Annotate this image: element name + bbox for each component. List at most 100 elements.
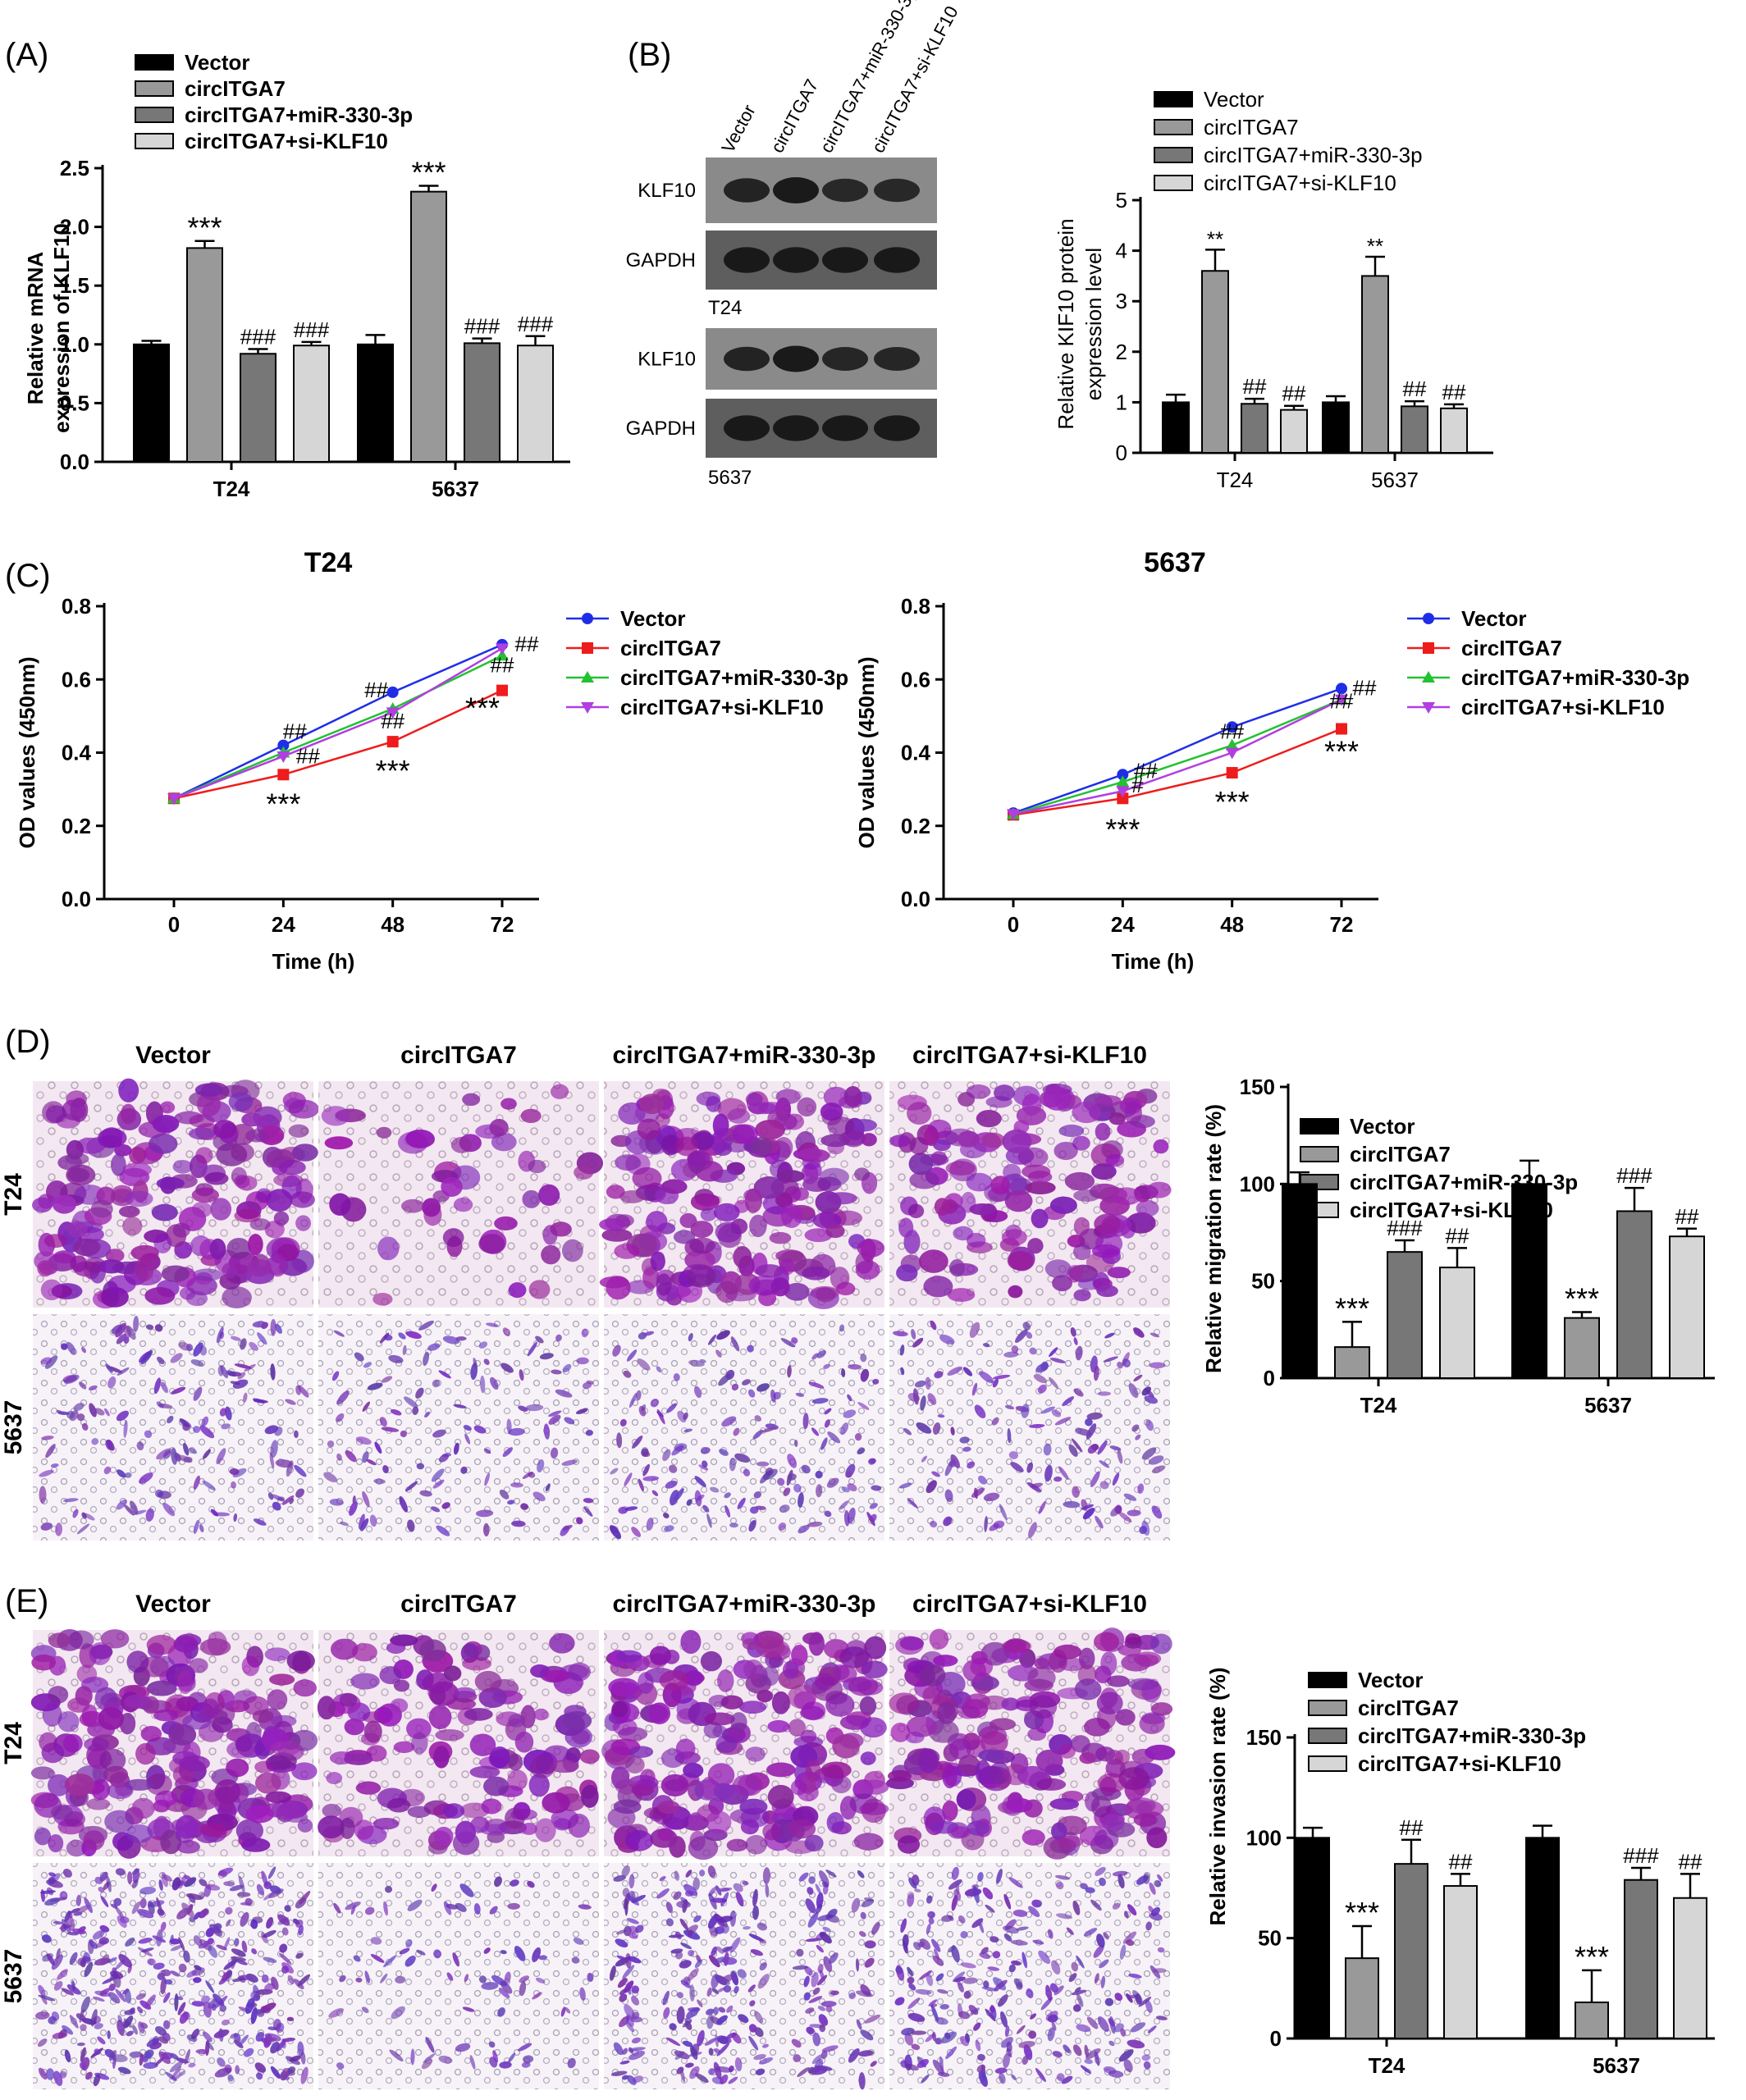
stained-cell [510,1879,519,1887]
legend-swatch-0 [135,54,174,71]
stained-cell [947,1288,976,1303]
stained-cell [481,1798,502,1815]
stained-cell [610,1468,619,1475]
stained-cell [993,1520,1005,1529]
stained-cell [201,1416,209,1427]
stained-cell [839,1422,849,1436]
stained-cell [362,1451,369,1463]
significance-mark: ### [1387,1216,1423,1240]
stained-cell [615,1650,642,1663]
stained-cell [676,1901,692,1909]
stained-cell [34,1827,52,1846]
stained-cell [1084,2044,1090,2058]
stained-cell [1011,1960,1022,1965]
stained-cell [717,1669,734,1692]
significance-mark: ## [1446,1223,1469,1248]
stained-cell [111,1153,126,1176]
legend-label-1: circITGA7 [620,636,721,660]
point-circITGA7 [386,736,399,748]
stained-cell [480,1824,511,1836]
stained-cell [1114,1504,1122,1514]
stained-cell [631,2037,642,2044]
stained-cell [945,2046,958,2060]
stained-cell [586,1380,594,1385]
blot-band [773,177,819,203]
stained-cell [169,2061,184,2073]
stained-cell [139,2022,149,2029]
stained-cell [89,1642,112,1666]
stained-cell [294,1430,299,1439]
stained-cell [907,1976,915,1984]
stained-cell [1022,1828,1045,1846]
stained-cell [555,1334,562,1342]
stained-cell [1064,1171,1095,1191]
stained-cell [116,1410,129,1422]
stained-cell [1071,1961,1079,1972]
stained-cell [794,1440,798,1448]
stained-cell [899,1636,925,1650]
stained-cell [900,1918,907,1933]
stained-cell [521,2061,531,2068]
stained-cell [62,1099,86,1121]
stained-cell [836,1281,856,1296]
stained-cell [847,1483,857,1492]
stained-cell [395,1975,406,1984]
stained-cell [743,1925,751,1930]
stained-cell [966,1084,991,1099]
stained-cell [194,1965,202,1971]
stained-cell [354,1819,374,1840]
point-circITGA7 [1226,767,1238,779]
stained-cell [253,1518,267,1526]
stained-cell [661,1134,680,1156]
stained-cell [291,1762,318,1781]
stained-cell [118,1953,132,1968]
stained-cell [199,1822,227,1838]
legend-label-1: circITGA7 [1204,115,1299,139]
stained-cell [754,2027,764,2038]
stained-cell [423,1351,430,1367]
stained-cell [170,1944,183,1952]
stained-cell [1094,1973,1099,1984]
stained-cell [693,1915,702,1923]
stained-cell [632,1166,662,1189]
stained-cell [154,1324,163,1332]
stained-cell [455,1820,476,1844]
stained-cell [1015,1329,1028,1343]
stained-cell [628,2047,646,2052]
stained-cell [869,1513,877,1522]
stained-cell [609,1965,616,1981]
stained-cell [951,1866,959,1880]
stained-cell [62,1733,83,1753]
stained-cell [183,1950,190,1963]
stained-cell [288,1124,309,1138]
bar-circITGA7+si-KLF10-T24 [1439,1267,1475,1379]
stained-cell [173,1635,199,1653]
stained-cell [522,1189,541,1208]
stained-cell [149,1133,178,1154]
stained-cell [743,1659,764,1679]
stained-cell [443,1665,462,1682]
stained-cell [1034,1657,1050,1669]
stained-cell [40,1522,53,1531]
stained-cell [698,1464,709,1471]
stained-cell [1054,1874,1071,1880]
stained-cell [1022,1952,1027,1969]
stained-cell [269,1885,281,1894]
x-tick-label: 24 [272,912,295,937]
stained-cell [713,1203,740,1221]
stained-cell [1096,1285,1118,1298]
stained-cell [59,2070,67,2079]
stained-cell [619,1993,628,2002]
stained-cell [716,2015,728,2025]
stained-cell [700,1208,717,1221]
stained-cell [973,2022,981,2031]
stained-cell [404,1396,418,1408]
stained-cell [745,1834,767,1855]
stained-cell [797,2066,810,2077]
stained-cell [241,1112,263,1127]
stained-cell [683,1883,698,1897]
micrograph-cells [34,1866,311,2087]
stained-cell [1117,1361,1123,1369]
stained-cell [632,1436,643,1449]
stained-cell [1085,1887,1095,1893]
